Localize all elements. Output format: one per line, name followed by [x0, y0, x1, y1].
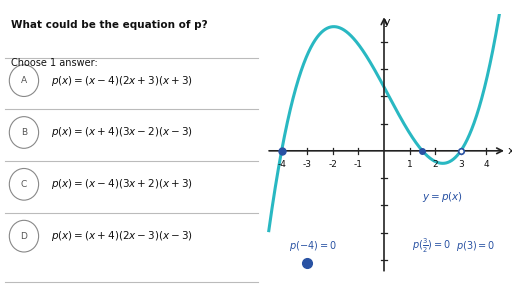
Text: D: D	[20, 232, 28, 241]
Text: Choose 1 answer:: Choose 1 answer:	[11, 58, 97, 68]
Text: $p(-4)=0$: $p(-4)=0$	[289, 239, 337, 253]
Text: 2: 2	[433, 160, 438, 169]
Text: $p(x) = (x-4)(2x+3)(x+3)$: $p(x) = (x-4)(2x+3)(x+3)$	[51, 74, 193, 88]
Text: $p(3)=0$: $p(3)=0$	[456, 239, 495, 253]
Text: -4: -4	[277, 160, 286, 169]
Text: -2: -2	[328, 160, 337, 169]
Text: 1: 1	[407, 160, 413, 169]
Text: A: A	[21, 76, 27, 85]
Text: What could be the equation of p?: What could be the equation of p?	[11, 20, 207, 30]
Text: 4: 4	[484, 160, 489, 169]
Text: $p(x) = (x-4)(3x+2)(x+3)$: $p(x) = (x-4)(3x+2)(x+3)$	[51, 177, 193, 191]
Text: -1: -1	[354, 160, 363, 169]
Text: B: B	[21, 128, 27, 137]
Text: y: y	[383, 17, 390, 27]
Text: C: C	[21, 180, 27, 189]
Text: $p(\frac{3}{2})=0$: $p(\frac{3}{2})=0$	[412, 237, 451, 255]
Text: -3: -3	[303, 160, 312, 169]
Text: 3: 3	[458, 160, 464, 169]
Text: $p(x) = (x+4)(2x-3)(x-3)$: $p(x) = (x+4)(2x-3)(x-3)$	[51, 229, 193, 243]
Text: $p(x) = (x+4)(3x-2)(x-3)$: $p(x) = (x+4)(3x-2)(x-3)$	[51, 126, 193, 139]
Text: x: x	[508, 146, 512, 156]
Text: $y=p(x)$: $y=p(x)$	[422, 190, 463, 204]
